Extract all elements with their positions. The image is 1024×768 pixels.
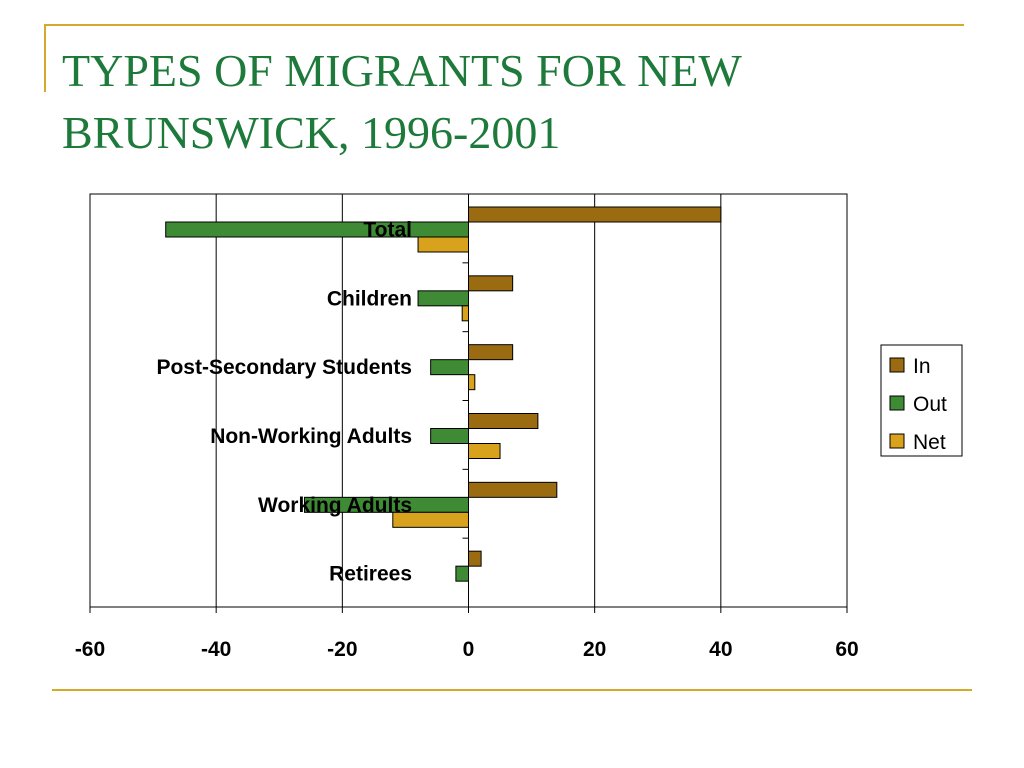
legend-swatch-in — [889, 357, 905, 373]
category-label-children: Children — [327, 287, 412, 310]
bar-out-total — [165, 221, 469, 238]
x-tick-label-40: 40 — [709, 638, 732, 661]
x-tick-label-20: 20 — [583, 638, 606, 661]
bar-in-non-working-adults — [468, 413, 539, 429]
bar-net-children — [461, 305, 470, 322]
bar-out-children — [417, 290, 469, 307]
bar-net-non-working-adults — [468, 443, 501, 459]
x-tick-label-60: -60 — [75, 638, 105, 661]
axes — [89, 193, 848, 613]
legend-label-net: Net — [913, 431, 946, 454]
category-label-post-secondary-students: Post-Secondary Students — [156, 356, 412, 379]
bar-net-post-secondary-students — [468, 374, 476, 391]
x-tick-label-40: -40 — [201, 638, 231, 661]
bar-in-post-secondary-students — [468, 344, 514, 361]
bar-in-retirees — [468, 550, 482, 567]
x-tick-label-60: 60 — [835, 638, 858, 661]
gridlines — [215, 194, 722, 607]
decorative-top-line — [44, 24, 964, 26]
legend-label-out: Out — [913, 393, 947, 416]
bar-out-retirees — [455, 565, 469, 582]
bars — [165, 206, 722, 582]
legend: In Out Net — [880, 344, 963, 457]
decorative-bottom-line — [52, 689, 972, 691]
decorative-vertical-line — [44, 24, 46, 92]
x-tick-label-0: 0 — [463, 638, 475, 661]
category-labels: Total Children Post-Secondary Students Non-… — [156, 219, 412, 586]
x-tick-label-20: -20 — [327, 638, 357, 661]
legend-label-in: In — [913, 355, 931, 378]
category-label-working-adults: Working Adults — [258, 494, 412, 517]
slide-title: TYPES OF MIGRANTS FOR NEW BRUNSWICK, 199… — [62, 45, 742, 158]
bar-in-children — [468, 275, 514, 292]
bar-net-total — [417, 236, 469, 253]
category-label-total: Total — [363, 219, 412, 242]
bar-out-non-working-adults — [430, 428, 469, 444]
category-label-retirees: Retirees — [329, 563, 412, 586]
bar-in-total — [468, 206, 722, 223]
x-tick-labels: -60 -40 -20 0 20 40 60 — [75, 638, 859, 661]
legend-swatch-out — [889, 395, 905, 411]
bar-out-post-secondary-students — [430, 359, 469, 376]
category-label-non-working-adults: Non-Working Adults — [210, 425, 412, 448]
bar-in-working-adults — [468, 481, 558, 498]
legend-swatch-net — [889, 433, 905, 449]
